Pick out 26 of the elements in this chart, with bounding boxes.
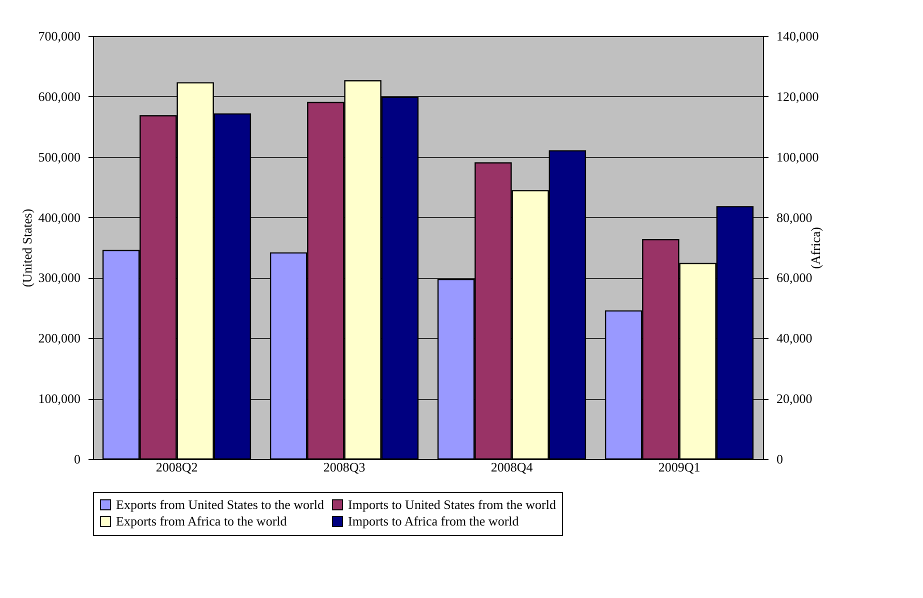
legend-label: Exports from United States to the world: [116, 496, 324, 512]
legend-label: Exports from Africa to the world: [116, 514, 288, 528]
y-tick-label: 300,000: [38, 270, 80, 286]
y2-tick-label: 0: [776, 452, 783, 466]
x-tick-label: 2008Q4: [490, 460, 534, 474]
y-tick-label: 100,000: [38, 391, 80, 406]
y-tick-label: 0: [74, 452, 80, 466]
y2-tick-label: 20,000: [776, 391, 812, 406]
y-tick-label: 600,000: [38, 88, 80, 104]
y2-tick-label: 140,000: [776, 28, 819, 44]
y2-axis-title: (Africa): [808, 227, 823, 269]
y2-tick-label: 60,000: [776, 270, 812, 286]
x-tick-label: 2008Q2: [156, 460, 198, 474]
legend-label: Imports to Africa from the world: [348, 514, 520, 528]
y-tick-label: 400,000: [38, 210, 80, 225]
y2-tick-label: 80,000: [776, 210, 812, 225]
y-tick-label: 200,000: [38, 330, 80, 346]
x-tick-label: 2008Q3: [323, 460, 366, 474]
y-tick-label: 500,000: [38, 149, 80, 164]
y-tick-label: 700,000: [38, 28, 80, 44]
y2-tick-label: 100,000: [776, 149, 819, 164]
y2-tick-label: 40,000: [776, 330, 812, 346]
legend-label: Imports to United States from the world: [348, 496, 556, 512]
x-tick-label: 2009Q1: [658, 460, 700, 474]
y-axis-title: (United States): [19, 208, 34, 288]
y2-tick-label: 120,000: [776, 88, 819, 104]
